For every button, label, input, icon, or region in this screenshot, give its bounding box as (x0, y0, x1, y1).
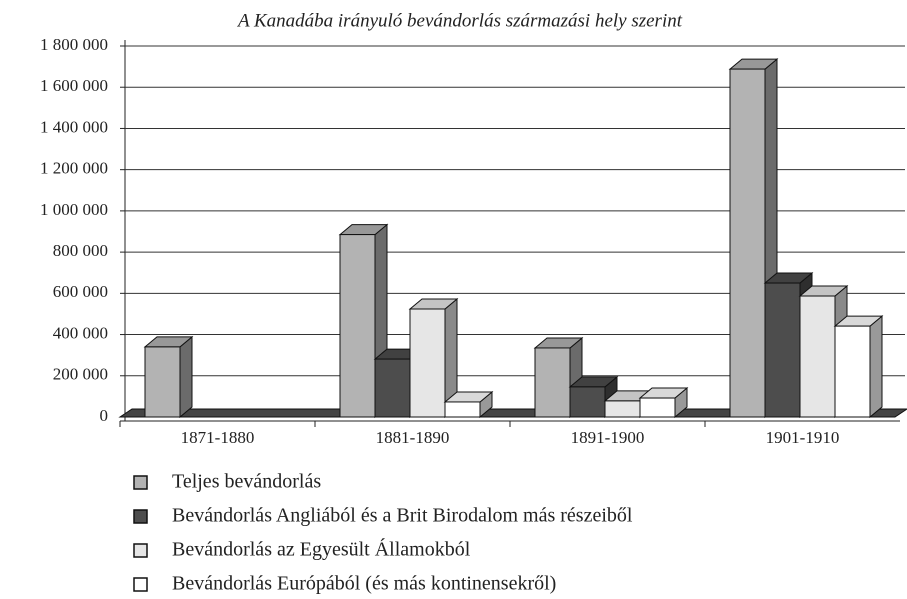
legend-label: Bevándorlás Európából (és más kontinense… (172, 573, 556, 595)
bar (144, 346, 181, 418)
legend-label: Bevándorlás Angliából és a Brit Birodalo… (172, 505, 633, 527)
y-tick-label: 0 (100, 406, 109, 425)
legend-swatch (133, 475, 148, 490)
legend-swatch (133, 543, 148, 558)
bar-side (869, 315, 883, 419)
bar (444, 401, 481, 418)
bar (569, 386, 606, 418)
x-tick-label: 1901-1910 (766, 428, 840, 447)
y-tick-label: 400 000 (53, 323, 108, 342)
bar (639, 397, 676, 418)
bar (799, 295, 836, 418)
legend-swatch (133, 577, 148, 592)
y-tick-label: 800 000 (53, 241, 108, 260)
bar (729, 68, 766, 418)
y-tick-label: 1 200 000 (40, 159, 108, 178)
bar (764, 282, 801, 418)
bar (834, 325, 871, 418)
x-tick-label: 1881-1890 (376, 428, 450, 447)
legend-label: Teljes bevándorlás (172, 471, 321, 493)
x-tick-label: 1891-1900 (571, 428, 645, 447)
y-tick-label: 1 400 000 (40, 117, 108, 136)
y-tick-label: 600 000 (53, 282, 108, 301)
legend-label: Bevándorlás az Egyesült Államokból (172, 538, 471, 561)
chart-title: A Kanadába irányuló bevándorlás származá… (236, 10, 683, 31)
bar (409, 308, 446, 418)
y-tick-label: 1 800 000 (40, 35, 108, 54)
x-tick-label: 1871-1880 (181, 428, 255, 447)
bar-side (179, 335, 193, 419)
bar (374, 358, 411, 418)
y-tick-label: 1 000 000 (40, 200, 108, 219)
bar (534, 347, 571, 418)
y-tick-label: 1 600 000 (40, 76, 108, 95)
bar (604, 400, 641, 418)
legend-swatch (133, 509, 148, 524)
bar (339, 234, 376, 418)
y-tick-label: 200 000 (53, 365, 108, 384)
